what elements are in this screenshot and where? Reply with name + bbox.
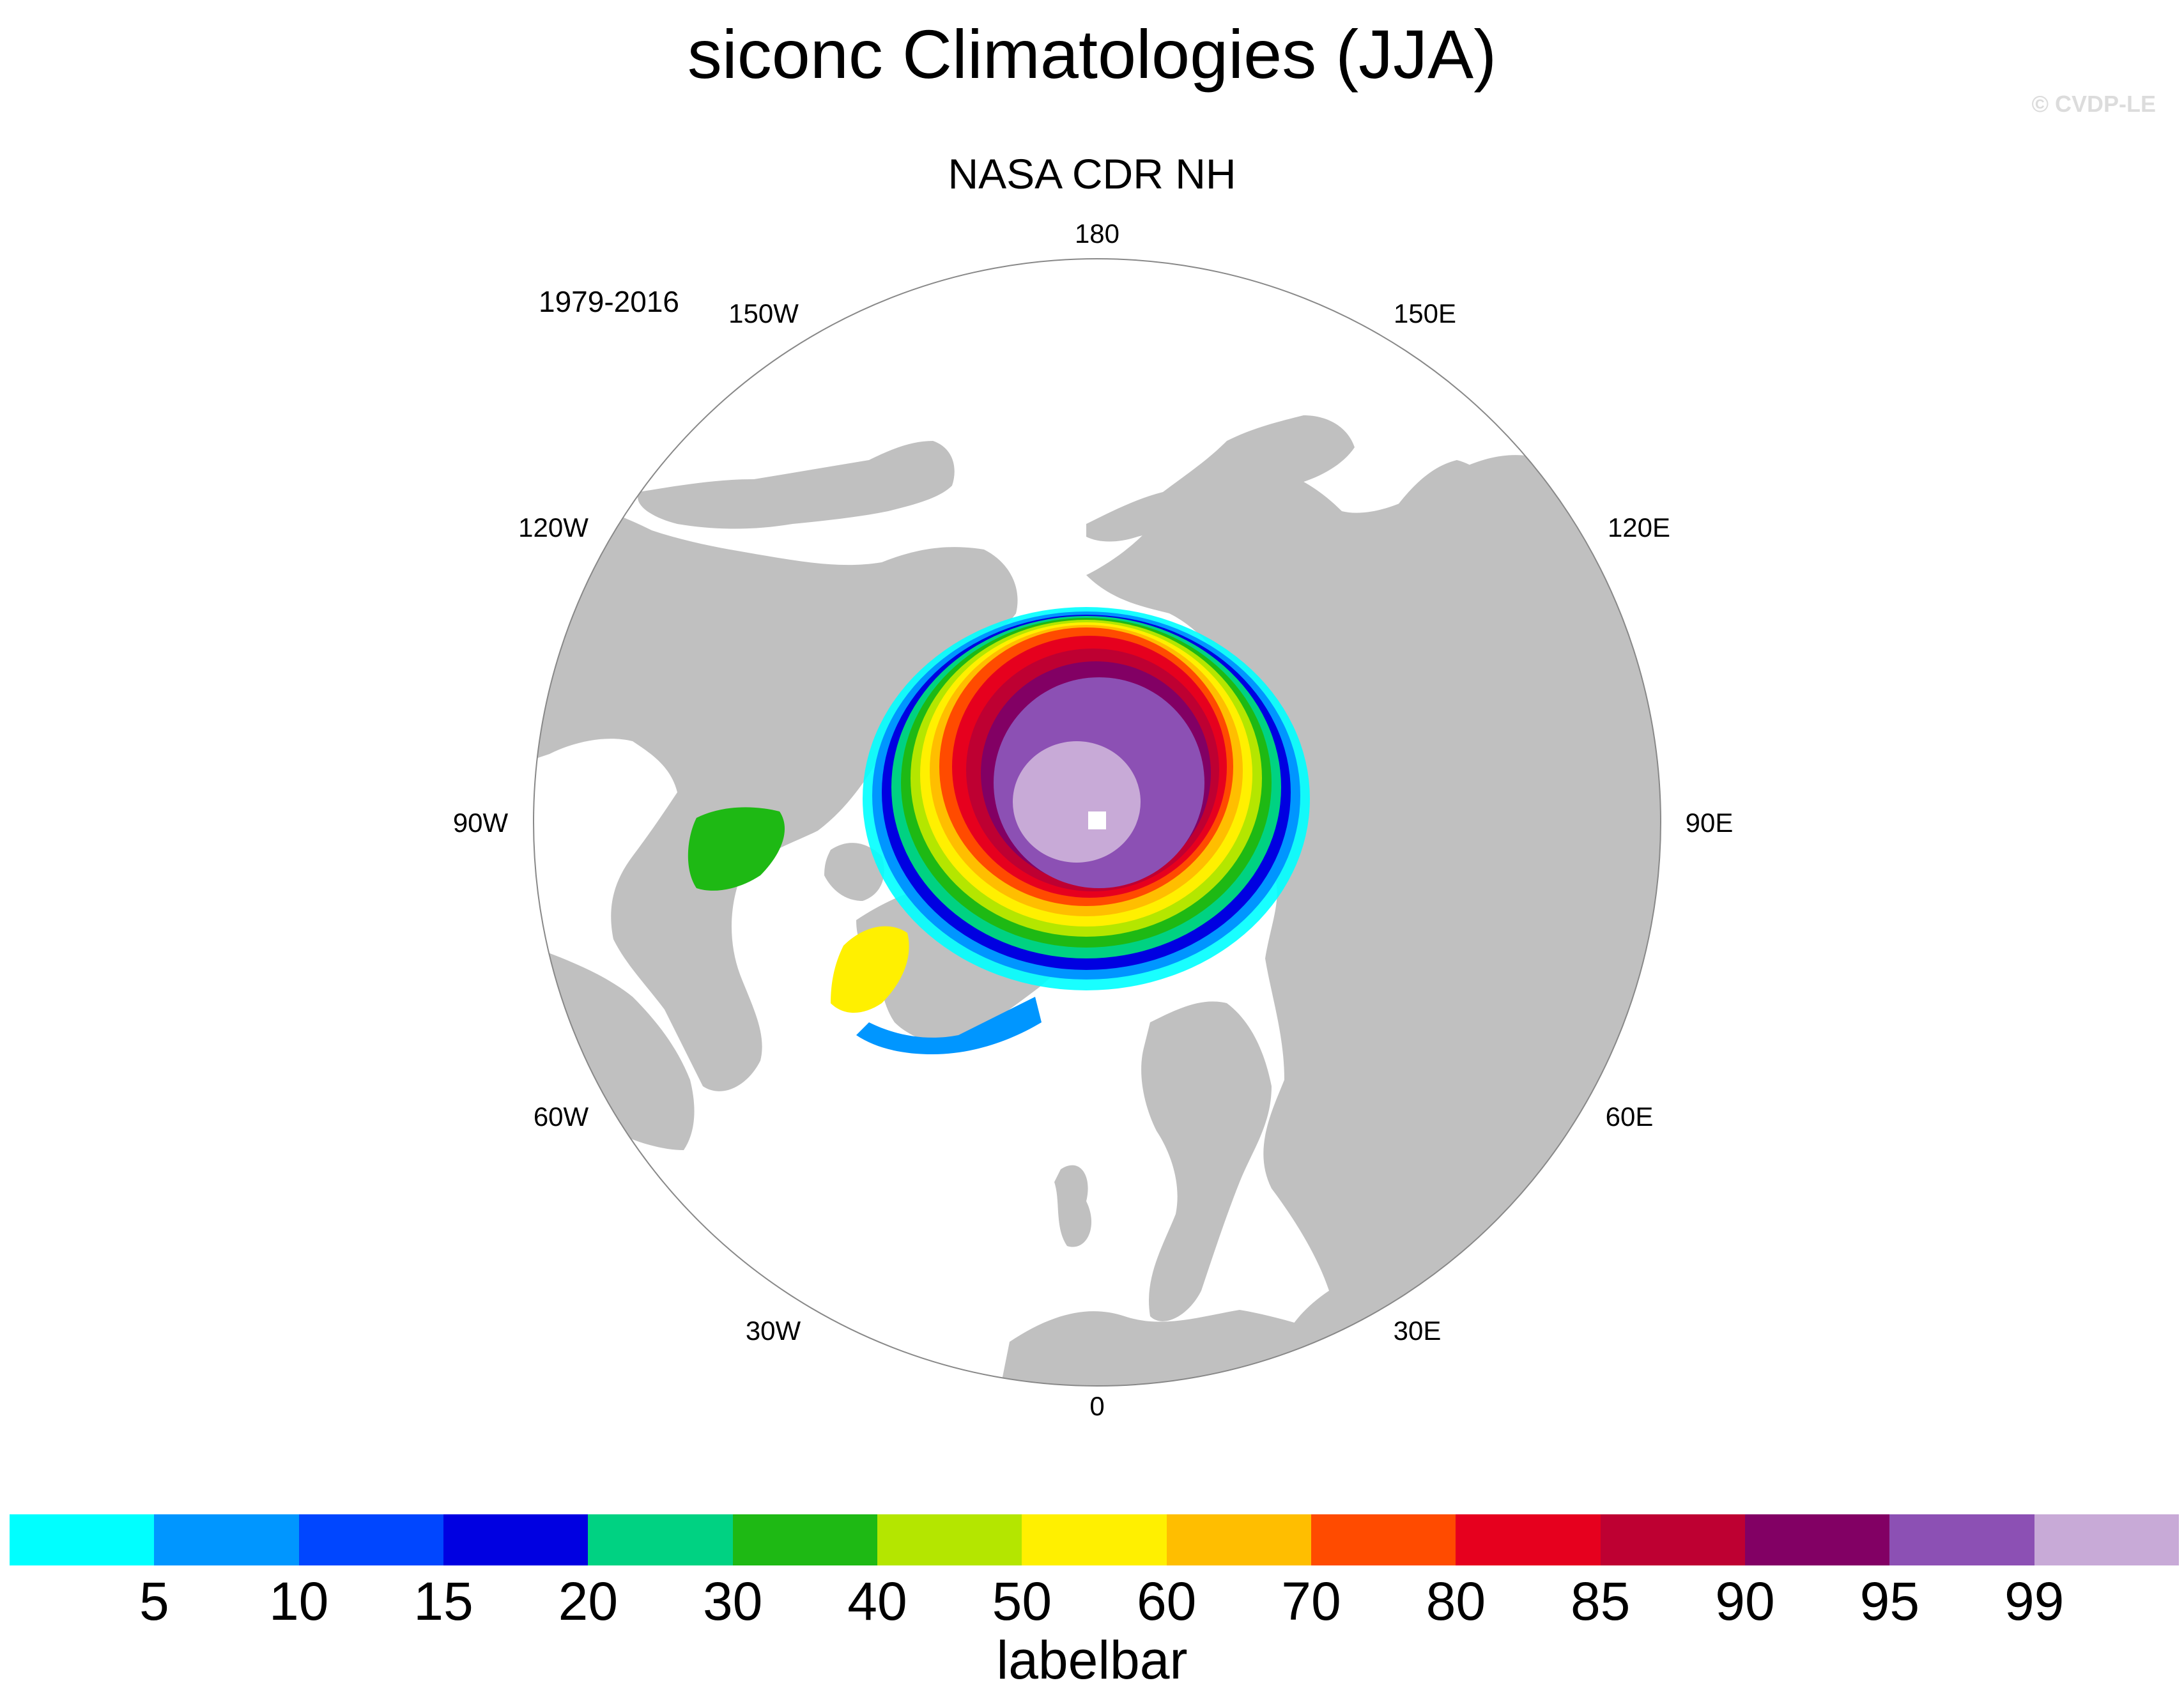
lon-label-180: 180 [1075, 219, 1119, 249]
labelbar-segment [1744, 1514, 1890, 1565]
map-border [533, 258, 1661, 1387]
panel-subtitle: NASA CDR NH [948, 150, 1236, 197]
lon-label-150w: 150W [728, 298, 799, 328]
labelbar-segment [154, 1514, 299, 1565]
longitude-labels: 180 150E 120E 90E 60E 30E 0 30W 60W 90W … [453, 219, 1734, 1421]
lon-label-90e: 90E [1686, 808, 1734, 838]
land-scandinavia [1141, 1001, 1272, 1321]
labelbar-segment [588, 1514, 733, 1565]
labelbar-segment [298, 1514, 443, 1565]
lon-label-60w: 60W [534, 1102, 589, 1132]
labelbar-tick-label: 50 [992, 1571, 1052, 1631]
ice-band-100 [1013, 741, 1141, 863]
labelbar-segment [1022, 1514, 1167, 1565]
ice-hudson [688, 807, 785, 891]
labelbar-tick-label: 95 [1859, 1571, 1920, 1631]
labelbar-segment [443, 1514, 588, 1565]
watermark: © CVDP-LE [2031, 91, 2156, 117]
land-north-america [534, 492, 1018, 1091]
labelbar-segment [1456, 1514, 1601, 1565]
lon-label-30w: 30W [746, 1316, 801, 1346]
map-disc [534, 259, 1661, 1386]
land-alaska [638, 441, 955, 529]
land-archipelago-3 [824, 843, 884, 901]
land-eurasia-north [1086, 455, 1661, 1386]
labelbar-tick-label: 80 [1426, 1571, 1486, 1631]
ice-baffin [831, 926, 909, 1013]
labelbar-tick-label: 15 [413, 1571, 473, 1631]
labelbar-segment [2034, 1514, 2179, 1565]
labelbar-tick-label: 99 [2004, 1571, 2065, 1631]
lon-label-30e: 30E [1394, 1316, 1442, 1346]
land-kamchatka [1393, 460, 1491, 530]
period-label: 1979-2016 [539, 285, 679, 318]
labelbar-tick-label: 40 [847, 1571, 907, 1631]
labelbar-tick-label: 10 [268, 1571, 329, 1631]
lon-label-150e: 150E [1394, 298, 1456, 328]
labelbar-segment [1311, 1514, 1456, 1565]
lon-label-0: 0 [1089, 1391, 1104, 1421]
ice-greenland-coast [856, 997, 1042, 1054]
labelbar-tick-label: 60 [1136, 1571, 1197, 1631]
chart-title: siconc Climatologies (JJA) [687, 15, 1497, 93]
labelbar-tick-label: 20 [558, 1571, 619, 1631]
lon-label-90w: 90W [453, 808, 509, 838]
labelbar-tick-label: 90 [1715, 1571, 1775, 1631]
labelbar-segment [10, 1514, 155, 1565]
labelbar [10, 1514, 2179, 1565]
labelbar-segment [1166, 1514, 1311, 1565]
labelbar-segment [1889, 1514, 2034, 1565]
lon-label-120e: 120E [1608, 512, 1670, 542]
labelbar-tick-label: 70 [1281, 1571, 1341, 1631]
land-britain [1054, 1165, 1092, 1247]
labelbar-tick-label: 5 [139, 1571, 169, 1631]
land-chukotka [1086, 415, 1355, 542]
labelbar-tick-label: 85 [1570, 1571, 1631, 1631]
lon-label-60e: 60E [1606, 1102, 1654, 1132]
sea-ice-field [688, 607, 1310, 1054]
labelbar-title: labelbar [996, 1630, 1188, 1690]
lon-label-120w: 120W [518, 512, 588, 542]
pole-hole [1088, 811, 1106, 829]
labelbar-ticks: 5 10 15 20 30 40 50 60 70 80 85 90 95 99 [10, 1571, 2179, 1634]
labelbar-segment [732, 1514, 877, 1565]
labelbar-segment [1600, 1514, 1745, 1565]
labelbar-tick-label: 30 [702, 1571, 763, 1631]
labelbar-segment [877, 1514, 1022, 1565]
